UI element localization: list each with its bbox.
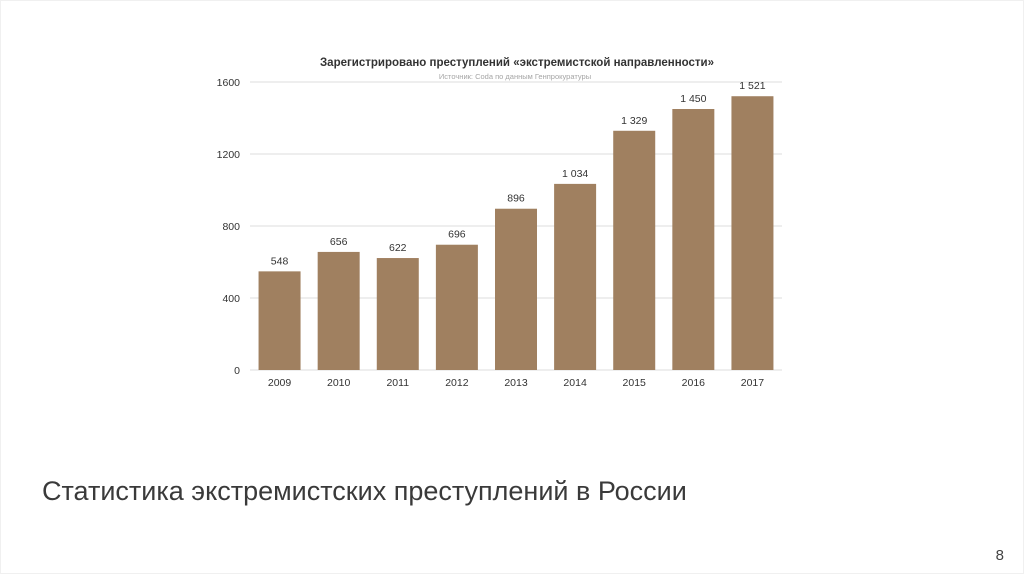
chart-title: Зарегистрировано преступлений «экстремис… (320, 57, 714, 69)
y-tick-label: 1200 (217, 149, 241, 161)
bar-2015 (613, 130, 656, 370)
data-label-2016: 1 450 (680, 93, 706, 105)
data-label-2013: 896 (507, 193, 525, 205)
y-tick-label: 800 (222, 221, 240, 233)
data-label-2009: 548 (271, 255, 289, 267)
y-tick-label: 1600 (217, 77, 241, 89)
slide-title: Статистика экстремистских преступлений в… (42, 476, 687, 506)
x-tick-label: 2009 (268, 377, 292, 389)
y-tick-label: 400 (222, 293, 240, 305)
x-tick-label: 2012 (445, 377, 469, 389)
bar-2017 (731, 96, 774, 370)
x-tick-label: 2016 (682, 377, 706, 389)
page-number: 8 (995, 547, 1004, 564)
data-label-2015: 1 329 (621, 115, 647, 127)
y-tick-label: 0 (234, 365, 240, 377)
bar-2011 (376, 258, 419, 370)
data-label-2014: 1 034 (562, 168, 588, 180)
data-label-2012: 696 (448, 229, 466, 241)
x-tick-label: 2015 (623, 377, 647, 389)
data-label-2011: 622 (389, 242, 407, 254)
bar-2014 (554, 183, 597, 370)
bar-2012 (435, 244, 478, 370)
bar-2016 (672, 109, 715, 370)
x-tick-label: 2013 (504, 377, 528, 389)
x-tick-label: 2011 (386, 377, 409, 389)
bar-2009 (258, 271, 301, 370)
data-label-2010: 656 (330, 236, 348, 248)
bars (258, 96, 774, 370)
x-tick-label: 2010 (327, 377, 351, 389)
bar-2010 (317, 251, 360, 370)
data-labels: 548 656 622 696 896 1 034 1 329 1 450 1 521 (271, 80, 766, 267)
bar-2013 (495, 208, 537, 370)
x-tick-label: 2017 (741, 377, 765, 389)
x-axis-ticks: 2009 2010 2011 2012 2013 2014 2015 2016 2017 (268, 377, 764, 389)
y-axis-ticks: 0 400 800 1200 1600 (217, 77, 241, 377)
chart-subtitle: Источник: Coda по данным Генпрокуратуры (439, 72, 591, 81)
x-tick-label: 2014 (563, 377, 587, 389)
data-label-2017: 1 521 (739, 80, 765, 92)
